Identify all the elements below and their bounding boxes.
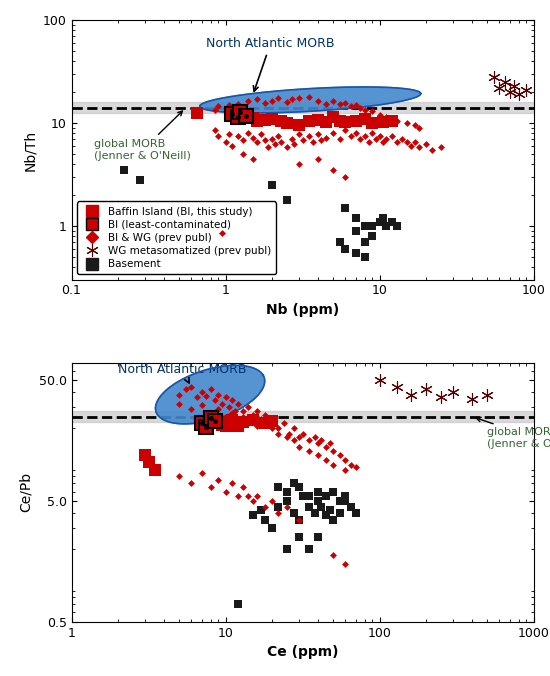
Y-axis label: Nb/Th: Nb/Th	[23, 129, 37, 170]
Polygon shape	[200, 87, 421, 113]
Bar	[72, 102, 534, 113]
X-axis label: Ce (ppm): Ce (ppm)	[267, 646, 338, 659]
Legend: Baffin Island (BI, this study), BI (least-contaminated), BI & WG (prev publ), WG: Baffin Island (BI, this study), BI (leas…	[76, 201, 277, 274]
Text: North Atlantic MORB: North Atlantic MORB	[118, 364, 246, 383]
Polygon shape	[156, 365, 265, 424]
Text: global MORB
(Jenner & O'Neill): global MORB (Jenner & O'Neill)	[94, 111, 191, 161]
Text: global MORB
(Jenner & O'Neill): global MORB (Jenner & O'Neill)	[476, 417, 550, 449]
Text: North Atlantic MORB: North Atlantic MORB	[206, 37, 335, 91]
Y-axis label: Ce/Pb: Ce/Pb	[19, 473, 33, 512]
X-axis label: Nb (ppm): Nb (ppm)	[266, 303, 339, 317]
Bar	[72, 411, 534, 422]
